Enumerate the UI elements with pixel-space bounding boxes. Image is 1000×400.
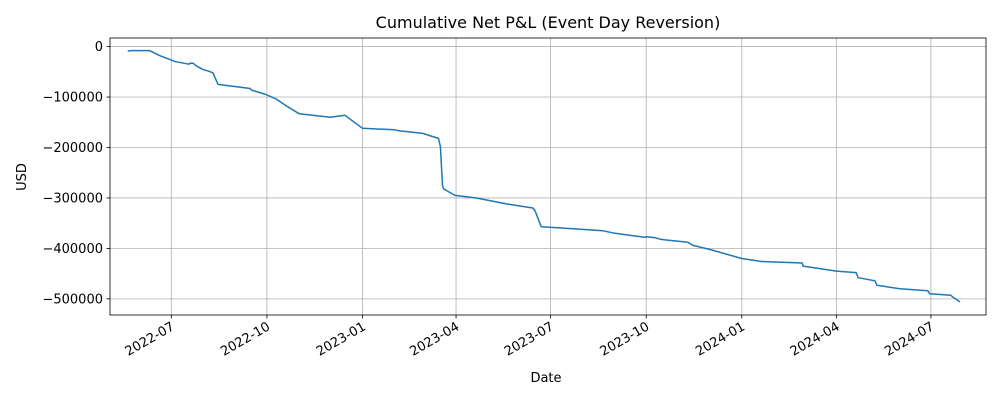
y-tick-label: −200000 [42, 141, 103, 156]
x-tick-label: 2023-10 [598, 319, 653, 359]
y-tick-label: −300000 [42, 191, 103, 206]
x-tick-label: 2022-07 [123, 319, 178, 359]
x-tick-label: 2023-01 [314, 319, 369, 359]
x-tick-label: 2024-07 [882, 319, 937, 359]
grid-lines [110, 38, 986, 315]
series-line [127, 49, 961, 303]
axis-ticks: 2022-07 2022-10 2023-01 2023-04 2023-07 2023-… [42, 40, 936, 360]
y-tick-label: 0 [95, 40, 103, 55]
x-tick-label: 2023-07 [502, 319, 557, 359]
plot-area-frame [109, 37, 987, 316]
x-tick-label: 2024-04 [788, 319, 843, 359]
y-tick-label: −500000 [42, 292, 103, 307]
y-axis-label: USD [15, 163, 30, 191]
x-axis-label: Date [530, 371, 561, 386]
y-tick-label: −100000 [42, 91, 103, 106]
y-tick-label: −400000 [42, 242, 103, 257]
chart-title: Cumulative Net P&L (Event Day Reversion) [376, 13, 721, 32]
x-tick-label: 2024-01 [693, 319, 748, 359]
x-tick-label: 2022-10 [218, 319, 273, 359]
x-tick-label: 2023-04 [407, 319, 462, 359]
